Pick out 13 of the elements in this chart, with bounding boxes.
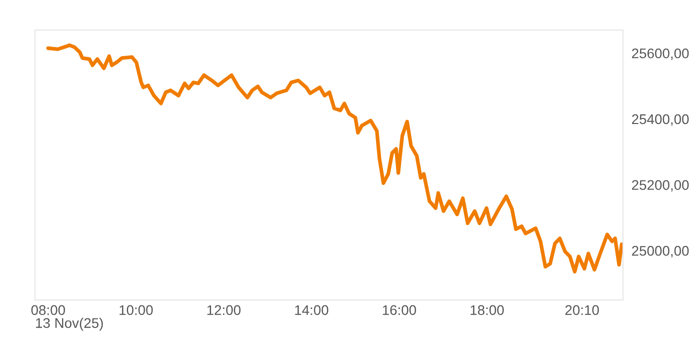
- x-axis-title: 13 Nov(25): [36, 318, 103, 331]
- x-tick-label: 20:10: [565, 305, 599, 316]
- y-tick-label: 25000,00: [632, 246, 689, 258]
- x-tick-label: 18:00: [470, 305, 504, 316]
- x-tick-label: 08:00: [31, 305, 65, 316]
- y-tick-label: 25600,00: [632, 48, 689, 60]
- x-tick-label: 10:00: [120, 305, 153, 316]
- x-tick-label: 12:00: [207, 305, 241, 316]
- x-tick-label: 14:00: [295, 305, 328, 316]
- y-tick-label: 25200,00: [632, 180, 689, 192]
- x-tick-label: 16:00: [382, 305, 416, 316]
- line-series: [46, 43, 623, 274]
- y-tick-label: 25400,00: [632, 114, 689, 126]
